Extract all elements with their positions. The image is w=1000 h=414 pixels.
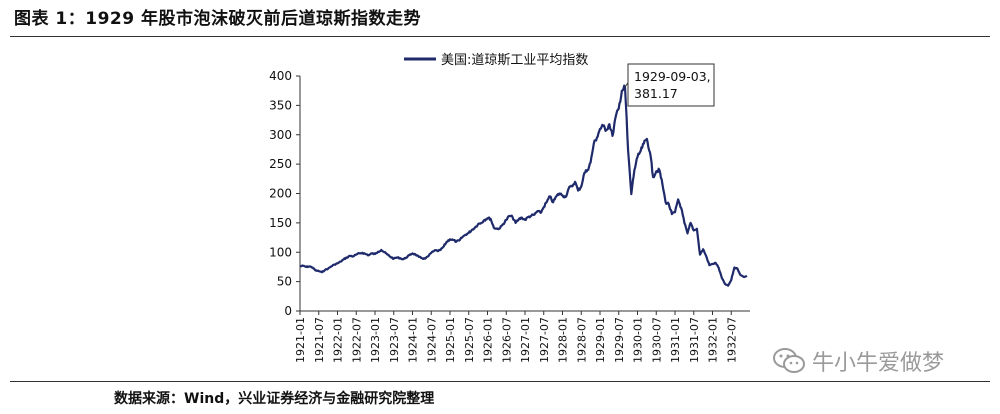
x-tick-label: 1931-07 <box>688 317 701 363</box>
annotation-box <box>627 63 715 107</box>
annotation-text: 381.17 <box>634 86 678 101</box>
x-tick-label: 1925-01 <box>444 317 457 363</box>
bottom-rule <box>10 381 990 382</box>
x-tick-label: 1926-07 <box>500 317 513 363</box>
figure-source: 数据来源：Wind，兴业证券经济与金融研究院整理 <box>114 391 435 407</box>
x-tick-label: 1930-01 <box>632 317 645 363</box>
x-tick-label: 1926-01 <box>482 317 495 363</box>
x-tick-label: 1931-01 <box>669 317 682 363</box>
x-tick-label: 1922-07 <box>350 317 363 363</box>
y-tick-label: 150 <box>269 216 292 230</box>
x-tick-label: 1924-01 <box>407 317 420 363</box>
y-tick-label: 400 <box>269 69 292 83</box>
y-tick-label: 250 <box>269 157 292 171</box>
top-rule <box>10 36 990 37</box>
x-tick-label: 1922-01 <box>332 317 345 363</box>
y-tick-label: 300 <box>269 128 292 142</box>
y-tick-label: 350 <box>269 98 292 112</box>
figure-title: 图表 1：1929 年股市泡沫破灭前后道琼斯指数走势 <box>14 9 421 29</box>
y-tick-label: 100 <box>269 245 292 259</box>
x-tick-label: 1928-01 <box>557 317 570 363</box>
x-tick-label: 1921-07 <box>313 317 326 363</box>
watermark-text: 牛小牛爱做梦 <box>812 351 945 376</box>
y-tick-label: 0 <box>284 304 292 318</box>
dow-jones-series-line <box>299 84 748 287</box>
x-tick-label: 1930-07 <box>650 317 663 363</box>
x-tick-label: 1923-01 <box>369 317 382 363</box>
x-tick-label: 1923-07 <box>388 317 401 363</box>
peak-annotation: 1929-09-03, 381.17 <box>624 63 715 107</box>
x-tick-label: 1932-01 <box>707 317 720 363</box>
wechat-icon <box>773 348 805 373</box>
x-tick-label: 1927-07 <box>538 317 551 363</box>
x-tick-label: 1929-07 <box>613 317 626 363</box>
x-tick-label: 1927-01 <box>519 317 532 363</box>
legend-label: 美国:道琼斯工业平均指数 <box>441 53 588 68</box>
x-tick-label: 1928-07 <box>575 317 588 363</box>
y-tick-label: 200 <box>269 187 292 201</box>
dow-jones-line-chart: 0 50 100 150 200 250 300 350 400 1921-01 1921-07 19… <box>269 53 750 363</box>
chart-axes: 0 50 100 150 200 250 300 350 400 1921-01 1921-07 19… <box>269 69 750 363</box>
annotation-text: 1929-09-03, <box>634 69 711 84</box>
x-tick-label: 1932-07 <box>725 317 738 363</box>
x-tick-label: 1929-01 <box>594 317 607 363</box>
watermark: 牛小牛爱做梦 <box>772 345 944 377</box>
chart-legend: 美国:道琼斯工业平均指数 <box>404 53 588 68</box>
chart-series <box>299 84 748 287</box>
x-tick-label: 1924-07 <box>425 317 438 363</box>
y-tick-label: 50 <box>277 275 292 289</box>
x-tick-label: 1925-07 <box>463 317 476 363</box>
x-tick-label: 1921-01 <box>294 317 307 363</box>
